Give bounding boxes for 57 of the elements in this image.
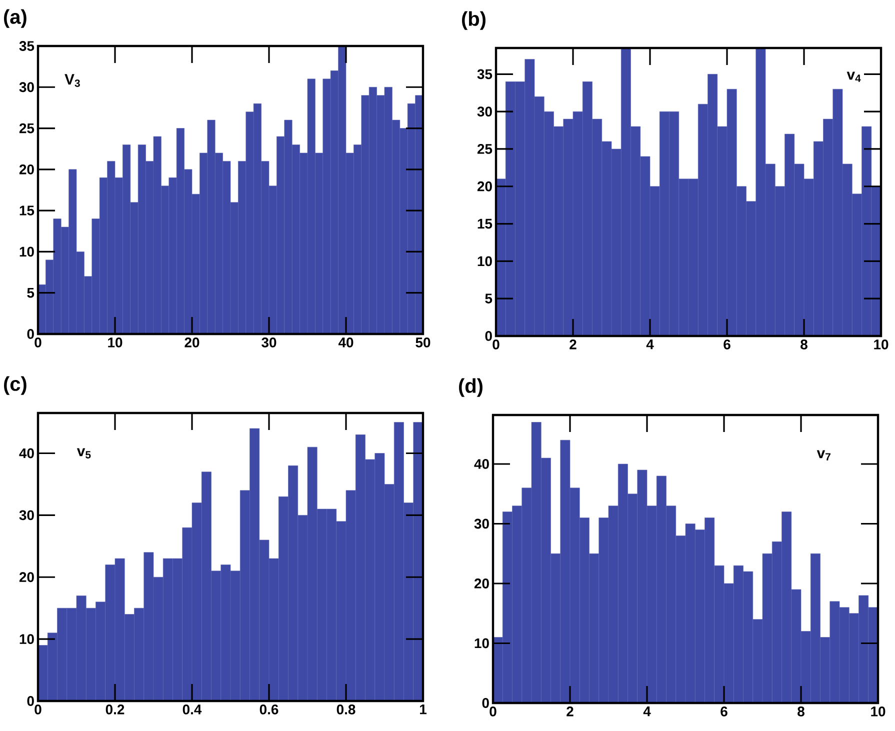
y-tick-label: 25 (19, 123, 34, 134)
x-tick-label: 0.4 (182, 704, 202, 714)
x-tick-label: 30 (262, 338, 276, 348)
y-tick-label: 35 (19, 41, 34, 51)
y-tick-label: 20 (19, 572, 34, 582)
y-tick-label: 20 (19, 164, 34, 174)
x-tick-label: 0 (34, 704, 42, 714)
chart-title: (d) (459, 378, 482, 397)
x-tick-label: 0.8 (336, 704, 356, 714)
y-tick-label: 10 (20, 634, 34, 644)
y-tick-label: 15 (20, 206, 34, 216)
x-tick-label: 0 (34, 338, 42, 348)
y-tick-label: 0 (482, 698, 489, 708)
x-tick-label: 6 (724, 340, 730, 350)
y-tick-label: 10 (474, 638, 489, 648)
x-tick-label: 8 (800, 340, 808, 350)
x-tick-label: 50 (416, 338, 430, 348)
x-tick-label: 8 (798, 706, 804, 716)
y-tick-label: 30 (474, 518, 489, 529)
y-tick-label: 10 (478, 256, 492, 266)
x-tick-label: 6 (720, 706, 728, 716)
chart-title: (b) (462, 11, 486, 30)
x-tick-label: 2 (566, 706, 574, 716)
annotation: v$_{4}$ (846, 72, 861, 82)
x-tick-label: 10 (874, 340, 888, 350)
y-tick-label: 15 (478, 218, 492, 229)
annotation: V$_{3}$ (64, 74, 80, 87)
y-tick-label: 30 (477, 106, 492, 117)
x-tick-label: 0.2 (106, 704, 124, 714)
y-tick-label: 0 (485, 331, 492, 341)
x-tick-label: 1 (420, 704, 426, 714)
y-tick-label: 30 (19, 82, 34, 92)
y-tick-label: 10 (20, 246, 34, 257)
x-tick-label: 20 (184, 338, 200, 348)
x-tick-label: 4 (643, 706, 651, 716)
y-tick-label: 40 (474, 459, 489, 469)
x-tick-label: 2 (570, 340, 576, 350)
y-tick-label: 35 (477, 69, 492, 80)
x-tick-label: 0.6 (260, 704, 278, 714)
chart-title: (c) (4, 376, 26, 395)
y-tick-label: 20 (477, 181, 492, 192)
x-tick-label: 10 (108, 338, 122, 348)
x-tick-label: 4 (646, 340, 654, 350)
x-tick-label: 40 (338, 338, 354, 348)
y-tick-label: 5 (485, 294, 492, 304)
annotation: v$_{7}$ (816, 450, 830, 460)
y-tick-label: 5 (27, 288, 34, 298)
y-tick-label: 30 (19, 510, 34, 520)
y-tick-label: 20 (474, 578, 489, 588)
y-tick-label: 40 (19, 448, 34, 458)
y-tick-label: 0 (27, 696, 34, 706)
chart-title: (a) (4, 9, 26, 28)
y-tick-label: 25 (477, 144, 492, 154)
x-tick-label: 10 (871, 706, 886, 716)
y-tick-label: 0 (27, 329, 34, 339)
annotation: v$_{5}$ (76, 448, 91, 458)
x-tick-label: 0 (492, 340, 500, 350)
